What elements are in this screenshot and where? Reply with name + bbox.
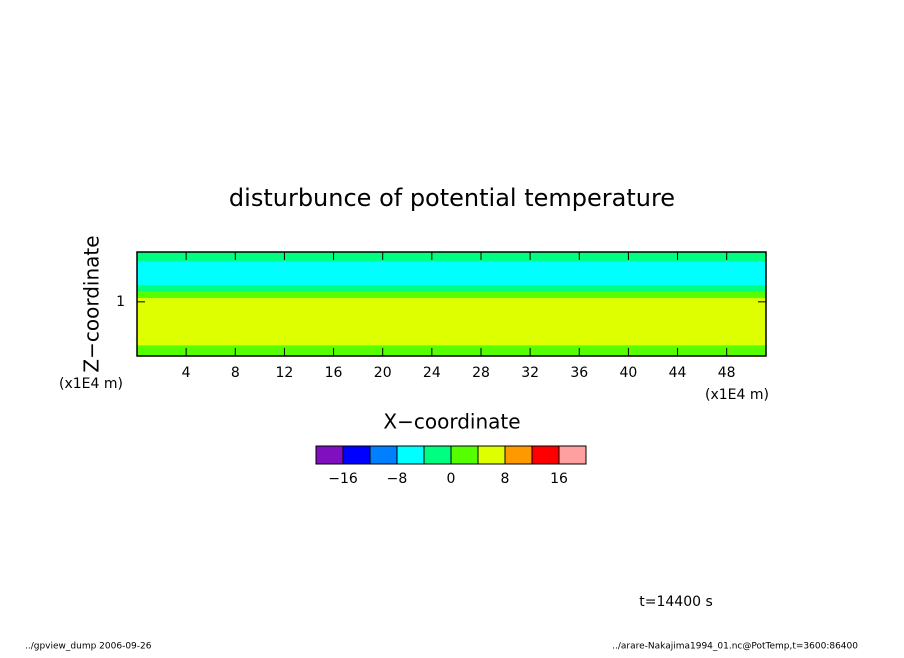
x-tick-label: 16: [325, 365, 343, 381]
plot-frame: [136, 251, 767, 357]
x-tick-label: 44: [669, 365, 687, 381]
colorbar-label: −8: [387, 471, 408, 487]
field-layer: [137, 298, 766, 346]
footer-right: ../arare-Nakajima1994_01.nc@PotTemp,t=36…: [612, 642, 858, 652]
colorbar-label: −16: [328, 471, 358, 487]
x-tick-label: 20: [374, 365, 392, 381]
field-layer: [137, 345, 766, 356]
chart-title: disturbunce of potential temperature: [229, 184, 675, 212]
y-axis-label: Z−coordinate: [80, 235, 104, 372]
colorbar-box: [342, 445, 371, 465]
colorbar-box: [369, 445, 398, 465]
colorbar-label: 0: [447, 471, 456, 487]
colorbar-label: 16: [550, 471, 568, 487]
x-axis-label: X−coordinate: [383, 410, 520, 434]
x-unit: (x1E4 m): [705, 387, 769, 403]
colorbar-box: [558, 445, 587, 465]
field-layer: [137, 291, 766, 299]
colorbar-box: [423, 445, 452, 465]
colorbar-box: [504, 445, 533, 465]
x-tick-label: 32: [521, 365, 539, 381]
field-layer: [137, 252, 766, 262]
y-unit: (x1E4 m): [59, 376, 123, 392]
colorbar-label: 8: [501, 471, 510, 487]
colorbar-box: [396, 445, 425, 465]
x-tick-label: 8: [231, 365, 240, 381]
footer-left: ../gpview_dump 2006-09-26: [25, 642, 152, 652]
y-tick-label: 1: [116, 294, 125, 310]
x-tick-label: 24: [423, 365, 441, 381]
x-tick-label: 28: [472, 365, 490, 381]
colorbar-box: [531, 445, 560, 465]
x-tick-label: 40: [619, 365, 637, 381]
colorbar-box: [315, 445, 344, 465]
x-tick-label: 12: [276, 365, 294, 381]
x-tick-label: 36: [570, 365, 588, 381]
x-tick-label: 48: [718, 365, 736, 381]
time-label: t=14400 s: [639, 594, 713, 610]
colorbar-box: [477, 445, 506, 465]
colorbar-box: [450, 445, 479, 465]
x-tick-label: 4: [182, 365, 191, 381]
field-layer: [137, 285, 766, 292]
field-layer: [137, 261, 766, 286]
